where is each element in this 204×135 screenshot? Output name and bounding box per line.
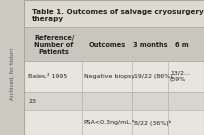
- Bar: [24, 110, 204, 135]
- Text: 6 m: 6 m: [175, 42, 188, 48]
- Text: Negative biopsy: Negative biopsy: [84, 74, 135, 79]
- Text: 19/22 (86%): 19/22 (86%): [134, 74, 173, 79]
- Bar: [24, 28, 204, 61]
- Bar: [24, 0, 204, 27]
- Text: Bales,² 1995: Bales,² 1995: [28, 74, 67, 79]
- Text: Table 1. Outcomes of salvage cryosurgery for recurre
therapy: Table 1. Outcomes of salvage cryosurgery…: [32, 9, 204, 22]
- Text: Outcomes: Outcomes: [89, 42, 126, 48]
- Text: 3 months: 3 months: [133, 42, 167, 48]
- Bar: [24, 61, 204, 92]
- Text: Archived, for histori: Archived, for histori: [10, 48, 15, 100]
- Text: 13/2...
(59%: 13/2... (59%: [170, 71, 190, 82]
- Text: 23: 23: [28, 99, 36, 104]
- Text: Reference/
Number of
Patients: Reference/ Number of Patients: [34, 35, 74, 55]
- Text: 8/22 (36%)ᵇ: 8/22 (36%)ᵇ: [134, 120, 171, 126]
- Bar: [24, 92, 204, 110]
- Text: PSA<0.3ng/mL.ᵃ: PSA<0.3ng/mL.ᵃ: [84, 120, 135, 125]
